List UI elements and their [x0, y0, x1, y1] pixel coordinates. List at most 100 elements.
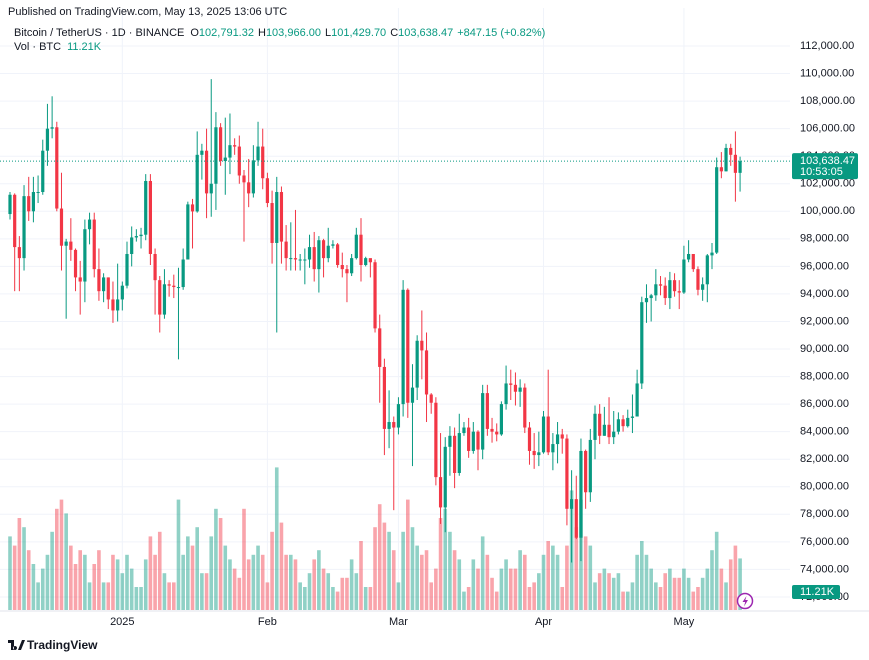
candle-body: [616, 419, 620, 432]
volume-bar: [228, 559, 232, 610]
candle-body: [499, 404, 503, 435]
volume-bar: [55, 508, 59, 610]
candle-body: [237, 146, 241, 176]
volume-bar: [635, 554, 639, 610]
candle-body: [476, 431, 480, 450]
candle-body: [36, 192, 40, 194]
y-tick-label: 74,000.00: [800, 563, 849, 575]
volume-bar: [12, 545, 17, 610]
volume-value: 11.21K: [67, 41, 102, 53]
volume-bar: [705, 568, 710, 610]
candle-body: [354, 234, 358, 259]
candle-body: [607, 424, 611, 438]
volume-bar: [83, 554, 87, 610]
volume-bar: [602, 568, 607, 610]
candle-body: [663, 285, 667, 299]
volume-bar: [438, 518, 443, 610]
candle-body: [97, 269, 101, 292]
candle-body: [73, 249, 78, 278]
volume-bar: [64, 513, 68, 610]
volume-bar: [349, 559, 354, 610]
volume-bar: [298, 582, 302, 610]
volume-bar: [513, 568, 518, 610]
legend-key: C: [390, 27, 398, 39]
candle-body: [59, 208, 64, 246]
candle-body: [293, 258, 298, 260]
candle-body: [298, 259, 302, 261]
volume-bar: [452, 550, 457, 610]
volume-bar: [200, 573, 204, 610]
volume-bar: [696, 587, 700, 610]
candle-body: [331, 244, 335, 246]
candle-body: [204, 150, 209, 194]
volume-label: 11.21K: [800, 586, 835, 598]
volume-bar: [242, 508, 246, 610]
volume-bar: [401, 531, 405, 610]
legend-symbol: Bitcoin / TetherUS · 1D · BINANCE: [14, 27, 184, 39]
volume-bar: [190, 545, 195, 610]
candle-body: [120, 285, 124, 300]
y-tick-label: 82,000.00: [800, 453, 849, 465]
volume-bar: [153, 554, 157, 610]
legend-key: L: [325, 27, 331, 39]
candle-body: [401, 289, 405, 405]
volume-bar: [73, 564, 78, 610]
volume-bar: [148, 536, 153, 610]
volume-bar: [167, 582, 171, 610]
volume-bar: [345, 577, 349, 610]
volume-bar: [92, 564, 97, 610]
volume-bar: [115, 559, 120, 610]
x-tick-label: Apr: [535, 616, 552, 628]
volume-bar: [443, 508, 448, 610]
legend: Bitcoin / TetherUS · 1D · BINANCE O102,79…: [14, 27, 545, 39]
legend-value: 103,638.47: [398, 27, 453, 39]
y-tick-label: 100,000.00: [800, 205, 855, 217]
volume-bar: [307, 573, 312, 610]
lightning-icon[interactable]: [736, 592, 754, 610]
candle-body: [415, 340, 419, 388]
candle-body: [705, 255, 709, 285]
candle-body: [158, 280, 162, 315]
candle-body: [457, 433, 461, 473]
candle-body: [672, 280, 677, 292]
volume-bar: [508, 568, 513, 610]
volume-bar: [251, 554, 256, 610]
candle-body: [172, 285, 176, 288]
candle-body: [326, 245, 330, 259]
candle-body: [715, 167, 719, 253]
candle-body: [738, 161, 742, 173]
volume-bar: [265, 582, 270, 610]
candle-body: [429, 394, 433, 403]
candle-body: [195, 154, 199, 212]
volume-bar: [686, 577, 691, 610]
candle-body: [541, 416, 546, 453]
price-label-box: [792, 153, 858, 180]
legend-value: 102,791.32: [199, 27, 254, 39]
candle-body: [167, 284, 171, 286]
x-tick-label: May: [674, 616, 695, 628]
candle-body: [200, 150, 204, 155]
volume-bar: [462, 591, 466, 610]
candle-body: [495, 431, 499, 435]
volume-bar: [279, 522, 284, 610]
volume-bar: [527, 587, 532, 610]
candle-body: [509, 383, 513, 385]
candle-body: [340, 265, 344, 270]
volume-legend: Vol · BTC 11.21K: [14, 41, 102, 53]
candle-body: [396, 404, 401, 428]
candle-body: [710, 252, 714, 256]
candle-body: [621, 419, 625, 427]
candle-body: [336, 244, 340, 266]
volume-bar: [317, 550, 321, 610]
candle-body: [31, 192, 35, 212]
volume-bar: [565, 545, 569, 610]
volume-bar: [218, 518, 223, 610]
volume-bar: [668, 568, 672, 610]
candle-body: [41, 150, 45, 193]
candle-body: [317, 240, 321, 270]
y-tick-label: 98,000.00: [800, 233, 849, 245]
candle-body: [219, 127, 223, 162]
volume-bar: [574, 527, 579, 610]
y-tick-label: 102,000.00: [800, 178, 855, 190]
y-tick-label: 110,000.00: [800, 67, 854, 79]
